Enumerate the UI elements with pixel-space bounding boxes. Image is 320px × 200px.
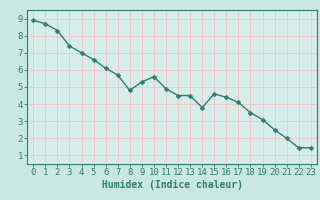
X-axis label: Humidex (Indice chaleur): Humidex (Indice chaleur) bbox=[101, 180, 243, 190]
